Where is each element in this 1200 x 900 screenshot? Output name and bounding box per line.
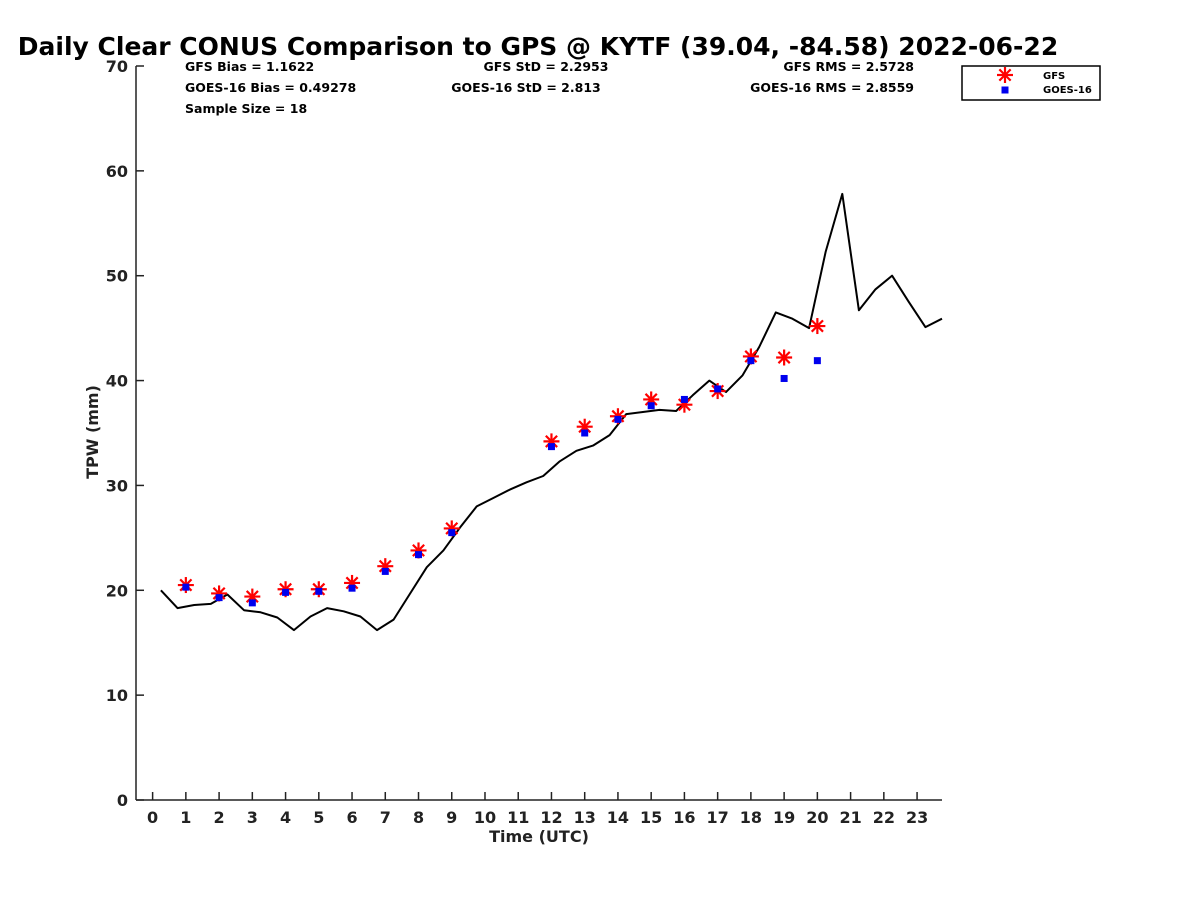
x-tick-label: 23: [906, 808, 928, 827]
gfs-point: [809, 318, 826, 335]
x-tick-label: 1: [180, 808, 191, 827]
gfs-point: [742, 348, 759, 365]
goes16-point: [547, 443, 555, 451]
gps-series-line: [160, 192, 943, 632]
x-tick-label: 13: [574, 808, 596, 827]
goes16-point: [215, 594, 223, 602]
x-tick-label: 10: [474, 808, 496, 827]
x-axis-title: Time (UTC): [489, 827, 589, 846]
legend-label-goes: GOES-16: [1043, 85, 1092, 96]
chart-title: Daily Clear CONUS Comparison to GPS @ KY…: [18, 32, 1058, 61]
x-tick-label: 5: [313, 808, 324, 827]
x-tick-label: 15: [640, 808, 662, 827]
x-tick-label: 11: [507, 808, 529, 827]
gfs-point: [443, 520, 460, 537]
legend-marker-gfs: [997, 67, 1013, 83]
legend-square-icon: [1001, 86, 1009, 94]
legend-marker-goes: [1001, 86, 1009, 94]
legend-label-gfs: GFS: [1043, 71, 1065, 82]
stat-goes-rms: GOES-16 RMS = 2.8559: [750, 80, 914, 95]
goes16-point: [381, 567, 389, 575]
stat-goes-std: GOES-16 StD = 2.813: [451, 80, 600, 95]
x-tick-label: 19: [773, 808, 795, 827]
goes16-point: [581, 429, 589, 437]
x-tick-label: 0: [147, 808, 158, 827]
gfs-point: [576, 418, 593, 435]
stat-gfs-rms: GFS RMS = 2.5728: [783, 59, 914, 74]
x-tick-label: 4: [280, 808, 291, 827]
legend-box: [961, 65, 1101, 101]
legend: GFS GOES-16: [961, 65, 1101, 101]
goes16-point: [647, 402, 655, 410]
x-tick-label: 20: [806, 808, 828, 827]
y-tick-label: 50: [106, 267, 128, 286]
x-tick-label: 22: [873, 808, 895, 827]
y-tick-label: 40: [106, 372, 128, 391]
y-tick-label: 70: [106, 57, 128, 76]
stat-gfs-std: GFS StD = 2.2953: [484, 59, 609, 74]
x-tick-label: 3: [247, 808, 258, 827]
x-tick-label: 16: [673, 808, 695, 827]
y-tick-label: 0: [117, 791, 128, 810]
x-tick-label: 12: [540, 808, 562, 827]
x-tick-label: 14: [607, 808, 629, 827]
goes16-point: [714, 385, 722, 393]
x-tick-label: 17: [707, 808, 729, 827]
x-tick-label: 2: [214, 808, 225, 827]
x-tick-label: 9: [446, 808, 457, 827]
x-tick-label: 7: [380, 808, 391, 827]
stat-goes-bias: GOES-16 Bias = 0.49278: [185, 80, 356, 95]
y-tick-label: 20: [106, 581, 128, 600]
y-tick-label: 60: [106, 162, 128, 181]
goes16-point: [182, 583, 190, 591]
x-tick-label: 8: [413, 808, 424, 827]
x-tick-label: 21: [839, 808, 861, 827]
legend-asterisk-icon: [997, 67, 1013, 83]
gfs-point: [776, 349, 793, 366]
goes16-point: [813, 357, 821, 365]
goes16-point: [614, 415, 622, 423]
y-tick-label: 30: [106, 476, 128, 495]
goes16-point: [780, 374, 788, 382]
gfs-point: [344, 574, 361, 591]
goes16-point: [348, 584, 356, 592]
goes16-point: [747, 357, 755, 365]
x-tick-label: 6: [346, 808, 357, 827]
y-tick-label: 10: [106, 686, 128, 705]
stat-sample-size: Sample Size = 18: [185, 101, 307, 116]
goes16-point: [448, 529, 456, 537]
gfs-point: [244, 588, 261, 605]
y-axis-title: TPW (mm): [83, 385, 102, 479]
goes16-point: [415, 551, 423, 559]
goes16-point: [315, 587, 323, 595]
stat-gfs-bias: GFS Bias = 1.1622: [185, 59, 314, 74]
x-tick-label: 18: [740, 808, 762, 827]
goes16-point: [282, 588, 290, 596]
goes16-point: [248, 599, 256, 607]
goes16-point: [680, 395, 688, 403]
